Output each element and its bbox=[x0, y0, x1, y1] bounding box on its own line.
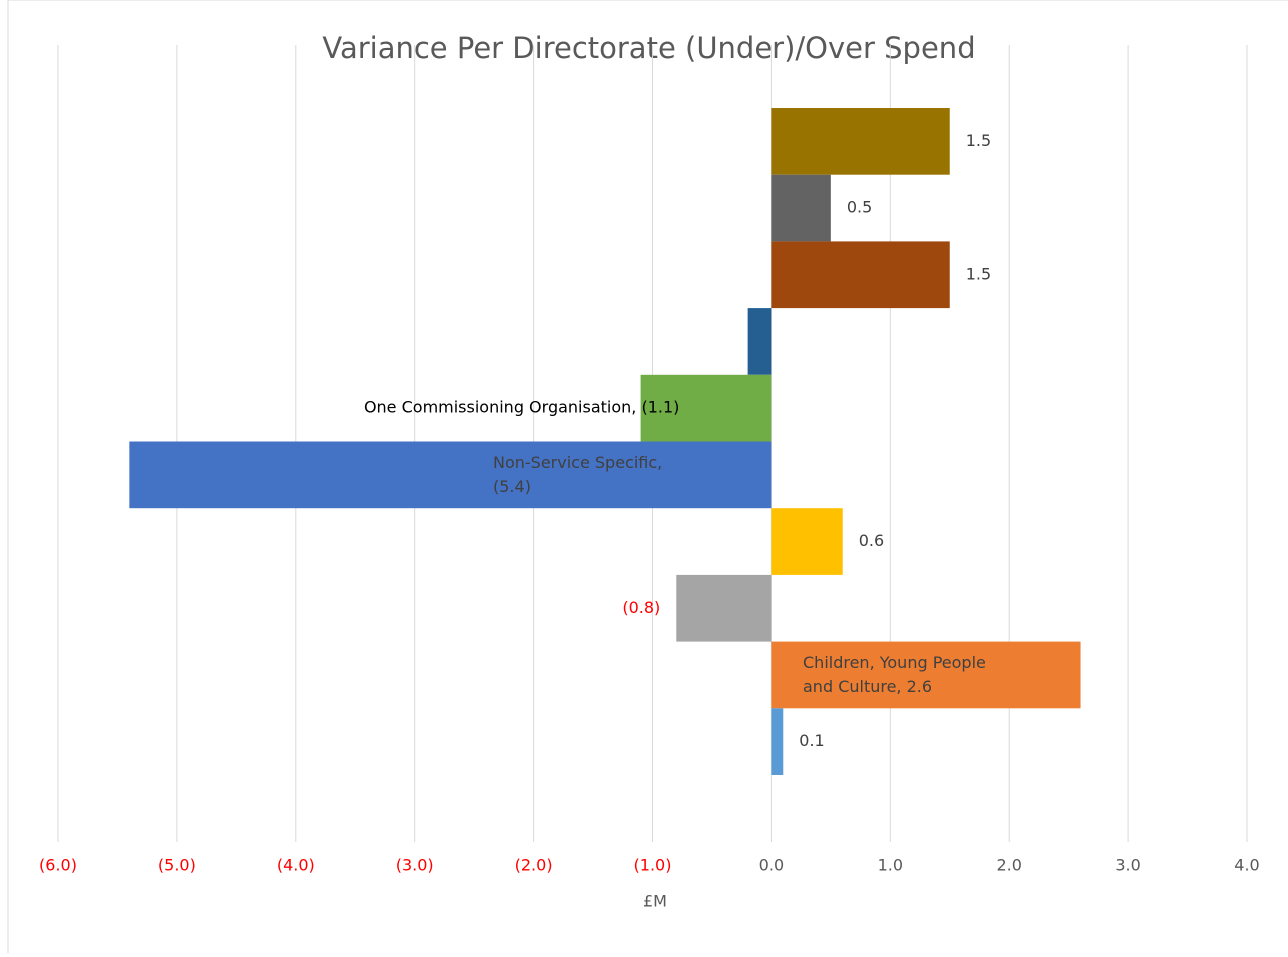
bar bbox=[676, 574, 772, 642]
x-tick-label: 1.0 bbox=[878, 856, 903, 875]
data-label: Children, Young People and Culture, 2.6 bbox=[803, 652, 986, 695]
bar bbox=[771, 708, 784, 775]
bar bbox=[129, 441, 772, 509]
data-label: 0.1 bbox=[799, 731, 824, 750]
x-tick-label: 0.0 bbox=[759, 856, 784, 875]
x-tick-label: (5.0) bbox=[158, 856, 196, 875]
chart-title: Variance Per Directorate (Under)/Over Sp… bbox=[322, 31, 975, 65]
bar bbox=[747, 308, 772, 375]
x-tick-label: (2.0) bbox=[515, 856, 553, 875]
x-axis-title: £M bbox=[643, 892, 667, 911]
data-label: (0.8) bbox=[622, 598, 660, 617]
x-tick-label: (1.0) bbox=[634, 856, 672, 875]
data-label: 0.6 bbox=[859, 531, 884, 550]
x-tick-label: (3.0) bbox=[396, 856, 434, 875]
bar bbox=[771, 174, 831, 242]
data-label: 1.5 bbox=[966, 264, 991, 283]
bar bbox=[640, 374, 772, 442]
data-label: Non-Service Specific, (5.4) bbox=[493, 452, 662, 495]
x-tick-label: (6.0) bbox=[39, 856, 77, 875]
bar bbox=[771, 508, 843, 575]
bar bbox=[771, 108, 950, 175]
bar bbox=[771, 641, 1081, 709]
bar bbox=[771, 241, 950, 309]
x-tick-label: (4.0) bbox=[277, 856, 315, 875]
data-label: One Commissioning Organisation, (1.1) bbox=[364, 398, 679, 417]
x-tick-label: 2.0 bbox=[996, 856, 1021, 875]
x-tick-label: 4.0 bbox=[1234, 856, 1259, 875]
data-label: 0.5 bbox=[847, 198, 872, 217]
x-tick-label: 3.0 bbox=[1115, 856, 1140, 875]
data-label: 1.5 bbox=[966, 131, 991, 150]
